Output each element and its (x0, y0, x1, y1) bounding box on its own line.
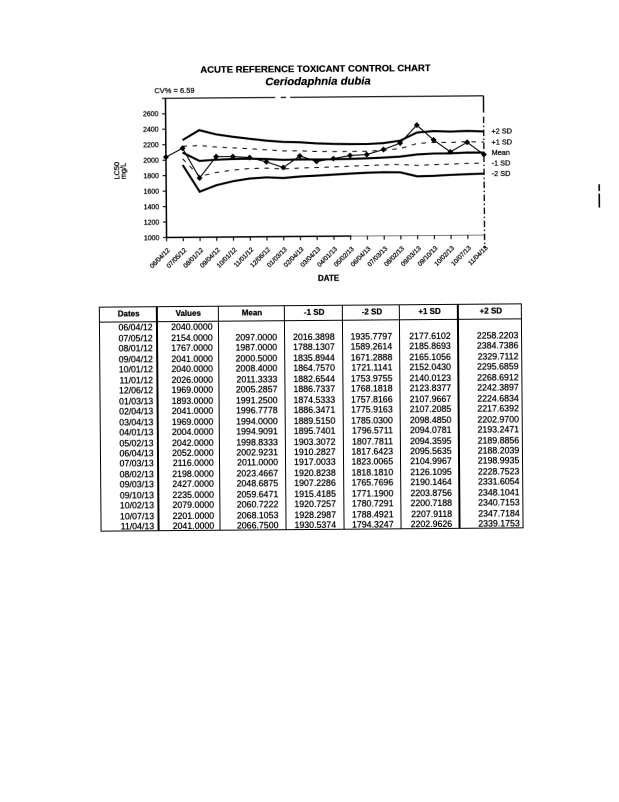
svg-text:1400: 1400 (144, 204, 160, 211)
svg-text:2400: 2400 (143, 127, 159, 134)
svg-text:-1 SD: -1 SD (492, 158, 511, 167)
svg-text:1800: 1800 (143, 173, 159, 180)
svg-text:2000: 2000 (143, 158, 159, 165)
svg-text:2200: 2200 (143, 142, 159, 149)
svg-text:+2 SD: +2 SD (491, 127, 512, 136)
svg-text:DATE: DATE (318, 274, 340, 283)
svg-text:1000: 1000 (144, 235, 160, 242)
svg-text:2600: 2600 (143, 111, 159, 118)
svg-text:-2 SD: -2 SD (492, 169, 511, 178)
svg-text:CV% = 6.59: CV% = 6.59 (154, 86, 194, 95)
svg-text:Mean: Mean (492, 148, 510, 157)
svg-text:+1 SD: +1 SD (491, 137, 512, 146)
svg-text:1600: 1600 (144, 189, 160, 196)
svg-text:mg/L: mg/L (119, 163, 128, 180)
svg-text:1200: 1200 (144, 219, 160, 226)
